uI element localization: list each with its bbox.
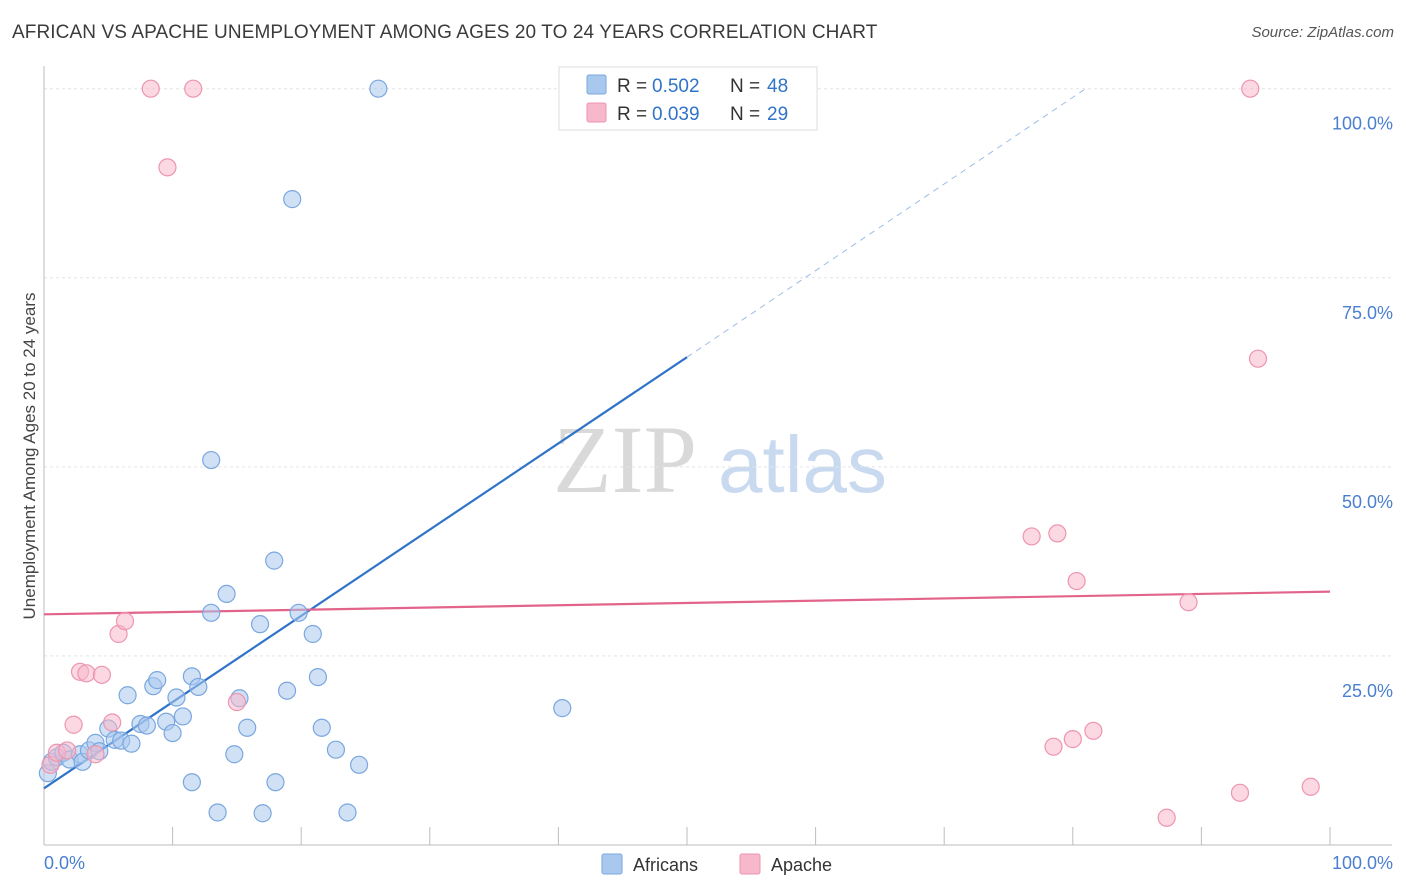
point-apache [1048, 524, 1067, 543]
stats-n-value-apache: 29 [767, 104, 788, 125]
stats-legend-swatch-apache [586, 102, 607, 123]
point-africans [173, 707, 192, 726]
stats-legend-swatch-africans [586, 74, 607, 95]
stats-r-value-africans: 0.502 [652, 76, 700, 97]
point-apache [92, 665, 111, 684]
legend-label-africans: Africans [633, 855, 698, 875]
stats-legend: R = 0.502 N = 48 R = 0.039 N = 29 [558, 66, 818, 131]
point-africans [349, 755, 369, 774]
y-tick-label: 100.0% [1332, 114, 1393, 134]
point-apache [158, 158, 177, 177]
y-tick-labels: 25.0% 50.0% 75.0% 100.0% [1332, 114, 1393, 701]
point-africans [208, 803, 227, 822]
point-africans [369, 79, 388, 98]
point-africans [308, 667, 328, 687]
stats-n-value-africans: 48 [767, 76, 788, 97]
point-africans [163, 723, 182, 743]
trend-lines [43, 88, 1331, 790]
point-africans [303, 624, 322, 644]
point-apache [1044, 737, 1063, 756]
point-africans [553, 699, 572, 718]
point-africans [137, 716, 156, 735]
point-africans [326, 740, 346, 759]
point-africans [265, 551, 284, 570]
point-apache [1022, 527, 1041, 546]
point-africans [182, 773, 201, 792]
point-apache [1248, 349, 1268, 368]
point-apache [115, 612, 135, 631]
point-africans [312, 718, 331, 737]
stats-r-label-apache: R = [617, 104, 647, 125]
point-africans [289, 603, 308, 622]
legend-swatch-africans [601, 853, 623, 875]
point-apache [103, 713, 122, 732]
point-africans [250, 615, 270, 634]
stats-n-label-africans: N = [730, 76, 760, 97]
point-africans [202, 603, 221, 622]
point-africans [238, 718, 257, 737]
point-apache [86, 745, 105, 764]
trend-line-africans-extension [686, 88, 1086, 358]
point-apache [77, 664, 96, 683]
point-africans [189, 677, 208, 697]
point-africans [167, 688, 186, 707]
y-axis-label: Unemployment Among Ages 20 to 24 years [20, 293, 39, 620]
series-africans-points [38, 79, 572, 823]
series-apache-points [41, 79, 1320, 827]
point-apache [64, 715, 83, 734]
point-apache [1084, 721, 1103, 740]
point-africans [277, 681, 297, 700]
gridlines [44, 88, 1392, 657]
trend-line-africans [43, 356, 688, 790]
x-tick-label-max: 100.0% [1332, 853, 1393, 873]
point-apache [1301, 777, 1320, 796]
legend-label-apache: Apache [771, 855, 832, 875]
point-apache [1179, 593, 1198, 612]
point-africans [118, 686, 137, 705]
point-africans [253, 804, 272, 823]
watermark-atlas: atlas [718, 420, 887, 509]
point-apache [1230, 783, 1250, 802]
chart-title: AFRICAN VS APACHE UNEMPLOYMENT AMONG AGE… [12, 22, 878, 43]
trend-line-apache [43, 590, 1331, 616]
stats-r-label-africans: R = [617, 76, 647, 97]
point-africans [338, 803, 357, 822]
y-tick-label: 25.0% [1342, 681, 1393, 701]
point-apache [58, 741, 77, 760]
point-apache [1063, 730, 1082, 749]
axes [43, 66, 1392, 846]
legend-swatch-apache [739, 853, 761, 875]
point-apache [1241, 79, 1260, 98]
point-apache [141, 79, 160, 98]
point-africans [122, 734, 141, 753]
watermark: ZIP atlas [553, 406, 887, 513]
point-africans [283, 190, 302, 209]
point-apache [1067, 571, 1086, 591]
point-africans [225, 745, 244, 764]
bottom-legend: Africans Apache [601, 853, 832, 875]
point-apache [1157, 808, 1176, 827]
x-tick-label-min: 0.0% [44, 853, 85, 873]
point-africans [217, 584, 236, 604]
point-apache [227, 692, 246, 712]
point-apache [184, 79, 203, 98]
point-africans [266, 773, 285, 792]
stats-n-label-apache: N = [730, 104, 760, 125]
stats-r-value-apache: 0.039 [652, 104, 700, 125]
source-label: Source: ZipAtlas.com [1251, 24, 1394, 41]
point-africans [148, 671, 167, 690]
y-tick-label: 75.0% [1342, 303, 1393, 323]
y-tick-label: 50.0% [1342, 492, 1393, 512]
point-africans [202, 450, 221, 470]
watermark-zip: ZIP [553, 406, 697, 513]
